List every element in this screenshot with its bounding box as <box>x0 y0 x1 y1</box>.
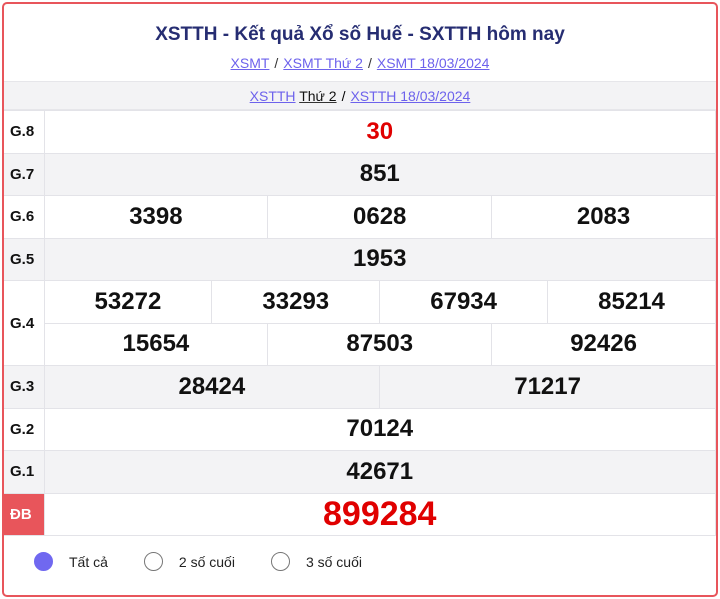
filter-label: 3 số cuối <box>305 553 362 570</box>
special-prize-number: 899284 <box>43 492 716 536</box>
prize-number: 42671 <box>43 450 716 494</box>
prize-number: 28424 <box>43 365 381 409</box>
prize-number: 53272 <box>43 280 213 324</box>
prize-label: G.1 <box>4 450 45 494</box>
prize-number: 851 <box>43 152 716 196</box>
prize-number: 30 <box>43 110 716 154</box>
filter-last-2[interactable]: 2 số cuối <box>143 552 235 571</box>
filter-label: 2 số cuối <box>178 553 235 570</box>
sub-breadcrumb: XSTTH Thứ 2/XSTTH 18/03/2024 <box>4 81 716 110</box>
prize-number: 67934 <box>379 280 549 324</box>
row-g1: G.1 42671 <box>4 450 716 494</box>
row-g2: G.2 70124 <box>4 407 716 451</box>
prize-label: G.5 <box>4 237 45 281</box>
breadcrumb-xsmt[interactable]: XSMT <box>230 55 270 71</box>
radio-icon[interactable] <box>270 552 290 571</box>
prize-number: 2083 <box>491 195 716 239</box>
prize-number: 15654 <box>43 322 269 366</box>
digit-filter: Tất cả 2 số cuối 3 số cuối <box>34 552 398 571</box>
row-g8: G.8 30 <box>4 110 716 154</box>
radio-selected-icon[interactable] <box>34 552 53 571</box>
link-xstth-date[interactable]: XSTTH 18/03/2024 <box>350 88 471 104</box>
prize-number: 3398 <box>43 195 269 239</box>
prize-label: G.2 <box>4 407 45 451</box>
row-g6: G.6 3398 0628 2083 <box>4 195 716 239</box>
prize-number: 70124 <box>43 407 716 451</box>
row-g5: G.5 1953 <box>4 237 716 281</box>
prize-label: G.4 <box>4 280 45 366</box>
radio-icon[interactable] <box>143 552 163 571</box>
separator: / <box>367 55 372 71</box>
prize-number: 87503 <box>267 322 493 366</box>
row-g4: G.4 53272 33293 67934 85214 <box>4 280 716 366</box>
results-table: G.8 30 G.7 851 G.6 3398 0628 2083 G.5 1953 G.4… <box>4 110 716 536</box>
row-g3: G.3 28424 71217 <box>4 365 716 409</box>
filter-label: Tất cả <box>69 553 108 570</box>
breadcrumb: XSMT / XSMT Thứ 2/XSMT 18/03/2024 <box>4 55 716 71</box>
prize-number: 1953 <box>43 237 716 281</box>
prize-label: G.6 <box>4 195 45 239</box>
row-g4b: 15654 87503 92426 <box>4 322 716 366</box>
page-title: XSTTH - Kết quả Xổ số Huế - SXTTH hôm na… <box>155 24 565 45</box>
prize-number: 85214 <box>547 280 716 324</box>
prize-number: 71217 <box>379 365 716 409</box>
separator: / <box>274 55 279 71</box>
filter-last-3[interactable]: 3 số cuối <box>270 552 362 571</box>
filter-all[interactable]: Tất cả <box>34 552 108 571</box>
prize-label: G.3 <box>4 365 45 409</box>
row-g7: G.7 851 <box>4 152 716 196</box>
link-xstth-day[interactable]: Thứ 2 <box>299 88 337 104</box>
separator: / <box>341 88 346 104</box>
row-db: ĐB 899284 <box>4 492 716 536</box>
prize-number: 92426 <box>491 322 716 366</box>
prize-label: G.7 <box>4 152 45 196</box>
link-xstth[interactable]: XSTTH <box>249 88 296 104</box>
prize-number: 33293 <box>211 280 381 324</box>
breadcrumb-xsmt-thu2[interactable]: XSMT Thứ 2 <box>283 55 363 71</box>
prize-number: 0628 <box>267 195 493 239</box>
breadcrumb-xsmt-date[interactable]: XSMT 18/03/2024 <box>376 55 490 71</box>
special-prize-label: ĐB <box>4 492 45 536</box>
prize-label: G.8 <box>4 110 45 154</box>
